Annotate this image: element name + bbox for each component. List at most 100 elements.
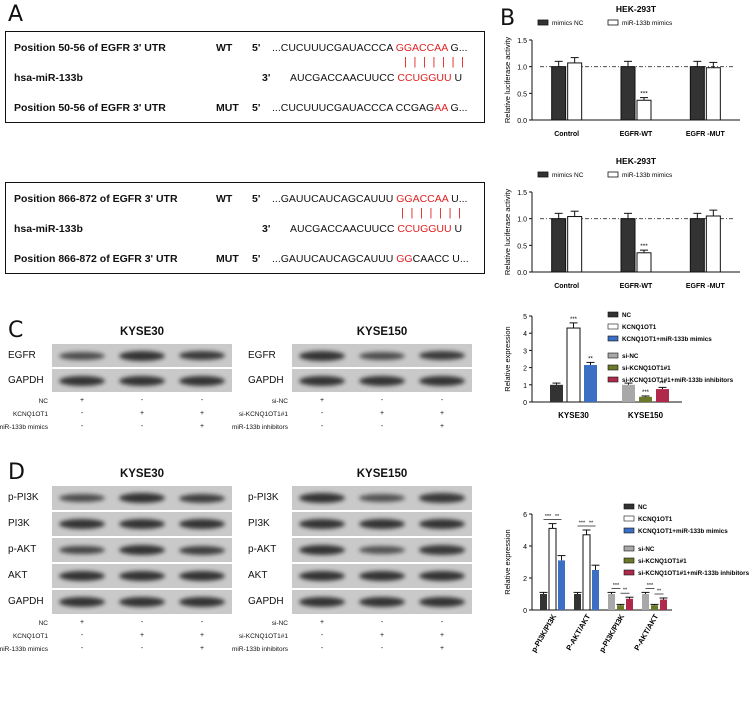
x-tick-label: P-AKT/AKT bbox=[632, 612, 660, 652]
y-tick-label: 1.0 bbox=[517, 217, 527, 224]
condition-mark: - bbox=[380, 619, 384, 626]
condition-mark: + bbox=[319, 619, 325, 626]
condition-mark: + bbox=[199, 410, 205, 417]
blot-row-label: GAPDH bbox=[248, 374, 284, 386]
protein-band bbox=[359, 597, 405, 607]
condition-mark: - bbox=[320, 645, 324, 652]
protein-band bbox=[359, 571, 405, 581]
protein-band bbox=[419, 493, 465, 503]
legend-label: mimics NC bbox=[552, 20, 584, 27]
bar bbox=[636, 252, 652, 273]
y-axis-label: Relative luciferase activity bbox=[503, 37, 512, 124]
legend-label: si-KCNQ1OT1#1 bbox=[622, 365, 671, 372]
bar bbox=[689, 218, 705, 273]
panel-letter-b: B bbox=[500, 6, 516, 31]
legend-swatch bbox=[607, 323, 619, 330]
protein-band bbox=[299, 597, 345, 607]
protein-band bbox=[179, 597, 225, 607]
condition-mark: - bbox=[80, 410, 84, 417]
significance-label: *** bbox=[613, 583, 620, 589]
legend-swatch bbox=[537, 19, 549, 26]
condition-mark: + bbox=[79, 397, 85, 404]
blot-title: KYSE150 bbox=[356, 468, 408, 480]
bar bbox=[620, 66, 636, 121]
protein-band bbox=[359, 546, 405, 554]
bar bbox=[620, 218, 636, 273]
protein-band bbox=[59, 519, 105, 529]
protein-band bbox=[59, 375, 105, 386]
x-tick-label: EGFR -MUT bbox=[686, 131, 726, 138]
protein-band bbox=[299, 493, 345, 503]
protein-band bbox=[59, 571, 105, 581]
panel-letter-d: D bbox=[8, 460, 25, 485]
significance-label: ** bbox=[657, 589, 662, 595]
protein-band bbox=[299, 519, 345, 529]
legend-label: si-KCNQ1OT1#1+miR-133b inhibitors bbox=[638, 570, 750, 577]
x-tick-label: EGFR-WT bbox=[620, 283, 653, 290]
legend-label: si-KCNQ1OT1#1 bbox=[638, 558, 687, 565]
legend-label: si-NC bbox=[638, 546, 655, 553]
seq-row-label: Position 866-872 of EGFR 3' UTR bbox=[14, 253, 178, 265]
protein-band bbox=[419, 519, 465, 529]
legend-swatch bbox=[607, 311, 619, 318]
blot-row-label: GAPDH bbox=[248, 596, 284, 607]
bar bbox=[540, 594, 547, 610]
y-tick-label: 5 bbox=[523, 314, 527, 321]
protein-band bbox=[419, 350, 465, 361]
condition-mark: + bbox=[199, 632, 205, 639]
bar bbox=[626, 598, 633, 610]
condition-label: si-KCNQ1OT1#1 bbox=[238, 411, 288, 418]
condition-mark: - bbox=[80, 632, 84, 639]
condition-mark: - bbox=[440, 397, 444, 404]
protein-band bbox=[299, 375, 345, 386]
legend-swatch bbox=[607, 352, 619, 359]
seq-sequence: AUCGACCAACUUCC CCUGGUU U bbox=[290, 223, 463, 235]
blot-row-label: AKT bbox=[248, 570, 268, 581]
y-axis-label: Relative expression bbox=[503, 326, 512, 391]
significance-label: *** bbox=[640, 91, 648, 98]
protein-band bbox=[119, 519, 165, 529]
y-tick-label: 0 bbox=[523, 400, 527, 407]
bar bbox=[582, 534, 591, 611]
protein-band bbox=[119, 375, 165, 386]
y-tick-label: 3 bbox=[523, 348, 527, 355]
condition-label: si-NC bbox=[271, 620, 288, 627]
x-tick-label: KYSE150 bbox=[628, 411, 664, 420]
x-tick-label: KYSE30 bbox=[558, 411, 589, 420]
condition-mark: - bbox=[140, 645, 144, 652]
legend-label: KCNQ1OT1+miR-133b mimics bbox=[638, 528, 728, 535]
bar bbox=[558, 560, 565, 610]
y-tick-label: 2 bbox=[523, 366, 527, 373]
condition-mark: + bbox=[319, 397, 325, 404]
condition-label: miR-133b inhibitors bbox=[232, 424, 288, 431]
significance-label: ** bbox=[555, 514, 560, 520]
condition-mark: + bbox=[199, 645, 205, 652]
protein-band bbox=[179, 571, 225, 581]
protein-band bbox=[299, 545, 345, 555]
protein-band bbox=[419, 597, 465, 607]
protein-band bbox=[299, 571, 345, 581]
bar bbox=[639, 396, 652, 402]
protein-band bbox=[419, 375, 465, 386]
bar bbox=[656, 389, 669, 402]
condition-mark: - bbox=[200, 619, 204, 626]
condition-mark: - bbox=[80, 645, 84, 652]
blot-row-label: p-AKT bbox=[8, 544, 37, 555]
seq-prime: 5' bbox=[252, 102, 261, 114]
protein-band bbox=[119, 597, 165, 607]
condition-mark: + bbox=[199, 423, 205, 430]
blot-row-label: GAPDH bbox=[8, 596, 44, 607]
y-tick-label: 1 bbox=[523, 383, 527, 390]
condition-mark: - bbox=[80, 423, 84, 430]
bar bbox=[566, 327, 581, 403]
y-tick-label: 0.5 bbox=[517, 91, 527, 98]
significance-label: *** bbox=[659, 381, 667, 387]
y-axis-label: Relative expression bbox=[503, 529, 512, 594]
blot-row-label: EGFR bbox=[8, 349, 36, 361]
bar bbox=[584, 365, 597, 402]
legend-label: KCNQ1OT1 bbox=[638, 516, 673, 523]
x-tick-label: EGFR-WT bbox=[620, 131, 653, 138]
seq-row-tag: MUT bbox=[216, 102, 239, 114]
condition-mark: - bbox=[380, 397, 384, 404]
